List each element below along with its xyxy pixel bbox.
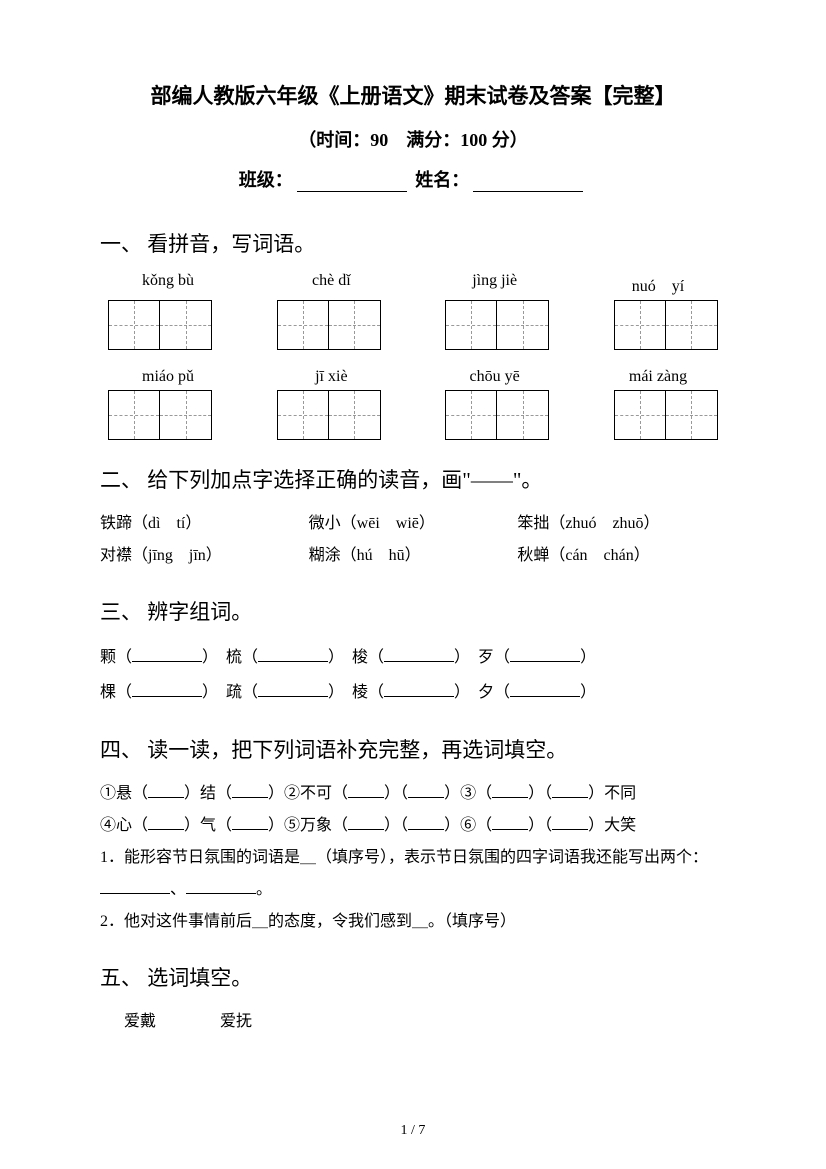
q2-item: 对襟（jīng jīn） — [100, 540, 309, 572]
q2-item: 秋蝉（cán chán） — [517, 540, 726, 572]
q1-heading: 一、 看拼音，写词语。 — [100, 228, 726, 258]
page-number: 1 / 7 — [0, 1123, 826, 1139]
q1-pinyin-row-1: kǒng bù chè dǐ jìng jiè nuó yí — [100, 272, 726, 296]
q3-item: 棵（） 疏（） 棱（） 夕（） — [100, 675, 596, 710]
q3-heading: 三、 辨字组词。 — [100, 596, 726, 626]
pinyin-cell: mái zàng — [598, 368, 718, 386]
char-box-pair — [108, 300, 212, 350]
q5-words: 爱戴 爱抚 — [100, 1006, 726, 1038]
q4-heading: 四、 读一读，把下列词语补充完整，再选词填空。 — [100, 734, 726, 764]
pinyin-cell: nuó yí — [598, 272, 718, 296]
q1-box-row-2 — [100, 390, 726, 440]
q5-heading: 五、 选词填空。 — [100, 962, 726, 992]
pinyin-cell: chè dǐ — [271, 272, 391, 296]
name-label: 姓名： — [415, 170, 469, 190]
q2-item: 糊涂（hú hū） — [309, 540, 518, 572]
q3-row-2: 棵（） 疏（） 棱（） 夕（） — [100, 675, 726, 710]
class-blank — [297, 174, 407, 192]
q5-word-2: 爱抚 — [220, 1013, 252, 1030]
q1-box-row-1 — [100, 300, 726, 350]
q2-row-1: 铁蹄（dì tí） 微小（wēi wiē） 笨拙（zhuó zhuō） — [100, 508, 726, 540]
pinyin-cell: jī xiè — [271, 368, 391, 386]
q4-sub2: 2．他对这件事情前后＿的态度，令我们感到＿。（填序号） — [100, 906, 726, 938]
doc-title: 部编人教版六年级《上册语文》期末试卷及答案【完整】 — [100, 80, 726, 110]
q5-word-1: 爱戴 — [124, 1013, 156, 1030]
char-box-pair — [445, 300, 549, 350]
q2-item: 微小（wēi wiē） — [309, 508, 518, 540]
q3-row-1: 颗（） 梳（） 梭（） 歹（） — [100, 640, 726, 675]
pinyin-cell: jìng jiè — [435, 272, 555, 296]
q2-row-2: 对襟（jīng jīn） 糊涂（hú hū） 秋蝉（cán chán） — [100, 540, 726, 572]
q3-item: 颗（） 梳（） 梭（） 歹（） — [100, 640, 596, 675]
q1-pinyin-row-2: miáo pǔ jī xiè chōu yē mái zàng — [100, 368, 726, 386]
pinyin-cell: miáo pǔ — [108, 368, 228, 386]
char-box-pair — [614, 300, 718, 350]
q2-item: 铁蹄（dì tí） — [100, 508, 309, 540]
char-box-pair — [445, 390, 549, 440]
char-box-pair — [277, 390, 381, 440]
q4-sub1: 1．能形容节日氛围的词语是＿（填序号），表示节日氛围的四字词语我还能写出两个：、… — [100, 842, 726, 906]
char-box-pair — [277, 300, 381, 350]
info-line: 班级： 姓名： — [100, 166, 726, 192]
doc-subtitle: （时间：90 满分：100 分） — [100, 126, 726, 152]
q2-item: 笨拙（zhuó zhuō） — [517, 508, 726, 540]
char-box-pair — [614, 390, 718, 440]
q4-line2: ④心（）气（）⑤万象（）（）⑥（）（）大笑 — [100, 810, 726, 842]
pinyin-cell: kǒng bù — [108, 272, 228, 296]
class-label: 班级： — [239, 170, 293, 190]
pinyin-cell: chōu yē — [435, 368, 555, 386]
q4-line1: ①悬（）结（）②不可（）（）③（）（）不同 — [100, 778, 726, 810]
q2-heading: 二、 给下列加点字选择正确的读音，画"——"。 — [100, 464, 726, 494]
name-blank — [473, 174, 583, 192]
char-box-pair — [108, 390, 212, 440]
